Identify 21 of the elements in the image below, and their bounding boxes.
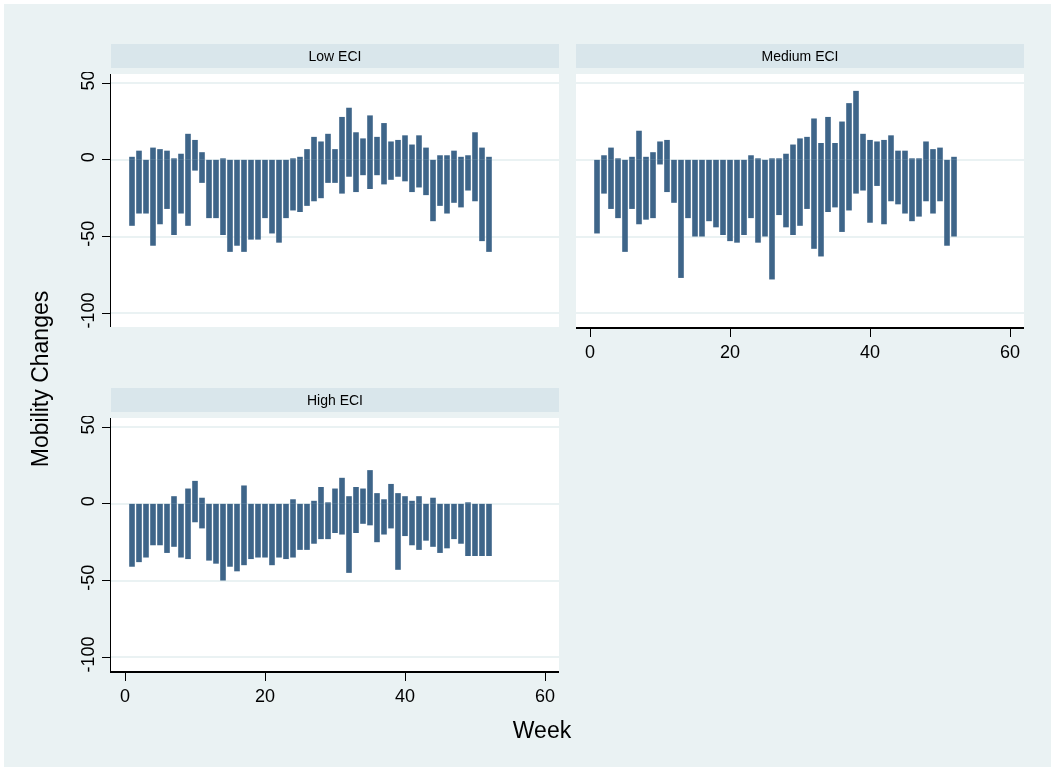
x-tick-label: 60 <box>999 342 1021 363</box>
y-tick-label: -100 <box>78 636 99 673</box>
y-tick-label: -50 <box>78 564 99 591</box>
y-tick-label: -100 <box>78 292 99 329</box>
x-axis-title: Week <box>512 716 572 744</box>
x-tick-label: 0 <box>584 342 596 363</box>
x-tick-label: 0 <box>119 686 131 707</box>
y-tick-label: 0 <box>78 152 99 163</box>
x-tick-label: 60 <box>534 686 556 707</box>
chart-title: Low ECI <box>111 44 559 68</box>
y-tick-label: -50 <box>78 220 99 247</box>
chart-title: High ECI <box>111 388 559 412</box>
x-tick-label: 20 <box>254 686 276 707</box>
y-axis-title: Mobility Changes <box>26 290 54 468</box>
x-tick-label: 40 <box>859 342 881 363</box>
y-tick-label: 50 <box>78 414 99 435</box>
chart-title: Medium ECI <box>576 44 1024 68</box>
y-tick-label: 0 <box>78 496 99 507</box>
y-tick-label: 50 <box>78 70 99 91</box>
x-tick-label: 40 <box>394 686 416 707</box>
x-tick-label: 20 <box>719 342 741 363</box>
